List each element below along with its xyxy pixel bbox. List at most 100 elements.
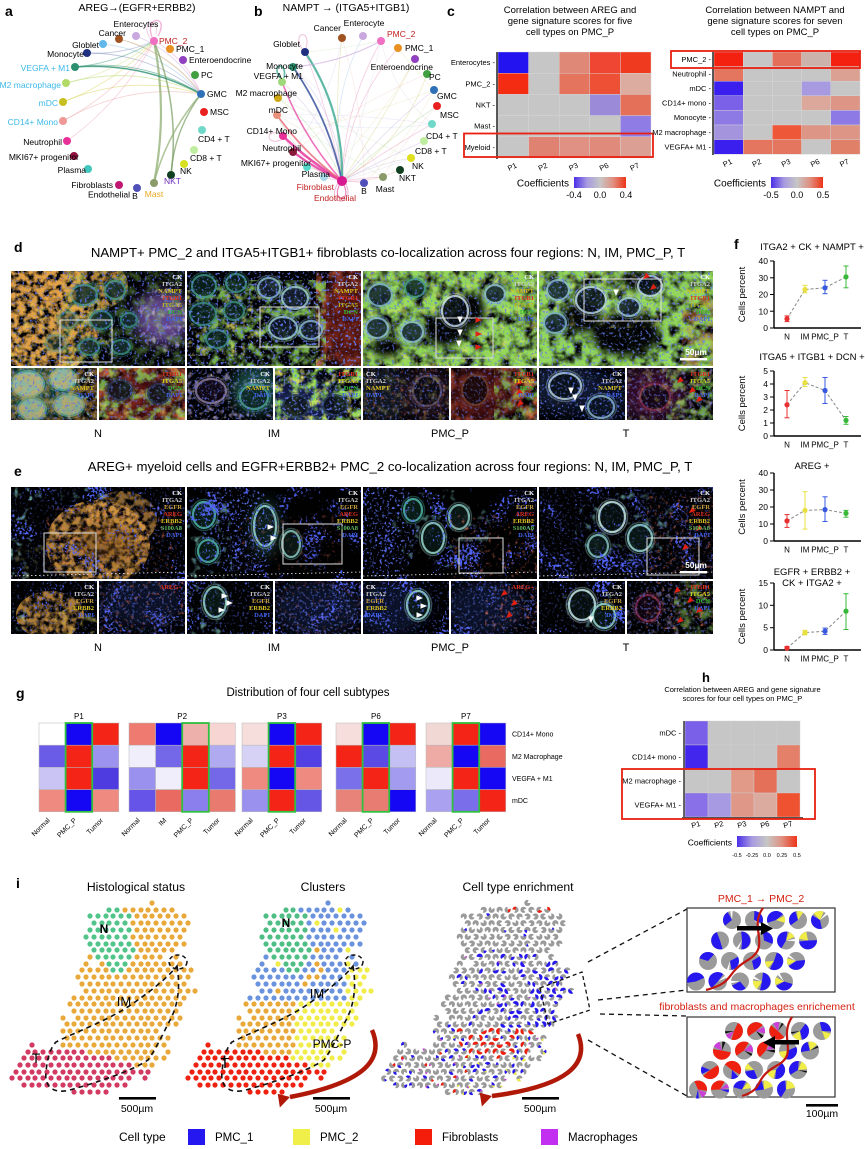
svg-text:IM: IM	[801, 441, 810, 450]
svg-text:N: N	[282, 916, 291, 930]
svg-text:ERBB2: ERBB2	[337, 518, 358, 525]
svg-text:P6: P6	[759, 819, 770, 830]
svg-text:Mast -: Mast -	[474, 122, 495, 131]
svg-text:ERBB2: ERBB2	[689, 518, 710, 525]
svg-text:ITGB1: ITGB1	[690, 371, 710, 378]
svg-text:PMC-P: PMC-P	[313, 1037, 352, 1051]
svg-text:EGFR: EGFR	[164, 504, 182, 511]
svg-text:S100A8: S100A8	[513, 525, 535, 532]
svg-text:AREG+ myeloid cells and EGFR+E: AREG+ myeloid cells and EGFR+ERBB2+ PMC_…	[88, 459, 693, 474]
svg-text:ITGA5: ITGA5	[690, 591, 711, 598]
svg-text:ERBB2: ERBB2	[73, 605, 94, 612]
svg-text:PMC_P: PMC_P	[431, 642, 469, 654]
svg-text:Macrophages: Macrophages	[568, 1132, 638, 1144]
svg-text:DAPI: DAPI	[694, 316, 710, 323]
svg-text:Mast: Mast	[145, 189, 164, 199]
svg-text:3: 3	[763, 392, 768, 402]
svg-text:N: N	[100, 922, 109, 936]
svg-text:DCN: DCN	[168, 309, 182, 316]
svg-text:DAPI: DAPI	[166, 316, 182, 323]
svg-text:b: b	[254, 3, 263, 19]
svg-text:ITGA2: ITGA2	[602, 591, 622, 598]
svg-text:e: e	[14, 463, 22, 479]
svg-text:PMC_2: PMC_2	[159, 36, 188, 46]
svg-text:ITGA2 + CK + NAMPT +: ITGA2 + CK + NAMPT +	[760, 242, 864, 253]
svg-text:ERBB2: ERBB2	[366, 605, 387, 612]
svg-text:N: N	[784, 546, 790, 555]
svg-text:MSC: MSC	[440, 110, 459, 120]
svg-text:Endothelial: Endothelial	[314, 193, 356, 203]
svg-text:M2 macrophage -: M2 macrophage -	[652, 128, 711, 137]
svg-text:ERBB2: ERBB2	[601, 605, 622, 612]
svg-text:ITGA2: ITGA2	[250, 378, 270, 385]
svg-text:1: 1	[763, 418, 768, 428]
svg-text:-0.5: -0.5	[763, 190, 779, 200]
svg-text:ITGB1: ITGB1	[338, 371, 358, 378]
svg-text:T: T	[623, 642, 630, 654]
svg-text:PMC_P: PMC_P	[811, 546, 839, 555]
svg-text:CD14+ mono -: CD14+ mono -	[632, 753, 681, 762]
svg-text:PMC_P: PMC_P	[811, 655, 839, 664]
svg-text:ITGB1: ITGB1	[162, 295, 182, 302]
svg-text:VEGFA+ M1 -: VEGFA+ M1 -	[635, 801, 682, 810]
svg-text:Cell type: Cell type	[119, 1130, 166, 1144]
svg-text:20: 20	[759, 502, 769, 512]
svg-text:DAPI: DAPI	[606, 612, 622, 619]
svg-text:P7: P7	[782, 819, 793, 830]
svg-text:NAMPT: NAMPT	[510, 288, 534, 295]
svg-text:-0.4: -0.4	[566, 190, 582, 200]
svg-text:g: g	[16, 685, 25, 701]
svg-text:PMC_2 -: PMC_2 -	[465, 79, 495, 88]
svg-text:VEGFA + M1: VEGFA + M1	[512, 776, 553, 783]
svg-text:NAMPT: NAMPT	[366, 385, 390, 392]
svg-text:N: N	[94, 642, 102, 654]
svg-text:S100A8: S100A8	[161, 525, 183, 532]
svg-text:DCN: DCN	[168, 385, 182, 392]
svg-text:IM: IM	[268, 642, 280, 654]
svg-text:mDC: mDC	[269, 105, 288, 115]
svg-text:P3: P3	[567, 161, 579, 173]
svg-text:CK: CK	[524, 274, 534, 281]
svg-text:500µm: 500µm	[121, 1103, 154, 1115]
svg-text:CK: CK	[524, 490, 534, 497]
svg-text:ITGA2: ITGA2	[162, 281, 182, 288]
svg-text:AREG: AREG	[163, 511, 182, 518]
svg-text:DAPI: DAPI	[366, 392, 382, 399]
svg-text:ERBB2: ERBB2	[513, 518, 534, 525]
svg-text:DCN: DCN	[696, 309, 710, 316]
svg-text:DAPI: DAPI	[254, 392, 270, 399]
svg-text:M2 macrophage -: M2 macrophage -	[622, 777, 681, 786]
svg-text:Coefficients: Coefficients	[517, 179, 569, 190]
svg-text:NAMPT: NAMPT	[70, 385, 94, 392]
svg-text:EGFR: EGFR	[516, 504, 534, 511]
svg-text:P1: P1	[506, 161, 518, 173]
svg-text:IM: IM	[801, 655, 810, 664]
svg-text:NAMPT: NAMPT	[158, 288, 182, 295]
svg-text:DAPI: DAPI	[166, 532, 182, 539]
svg-text:IM: IM	[117, 994, 131, 1009]
svg-text:P7: P7	[838, 157, 850, 169]
svg-text:CK: CK	[84, 584, 94, 591]
svg-text:NAMPT: NAMPT	[686, 288, 710, 295]
svg-text:T: T	[844, 546, 849, 555]
svg-text:CK: CK	[172, 274, 182, 281]
svg-text:ITGA2: ITGA2	[514, 281, 534, 288]
svg-text:MKI67+ progenitor: MKI67+ progenitor	[9, 152, 79, 162]
svg-text:PMC_1: PMC_1	[215, 1132, 253, 1144]
svg-text:DAPI: DAPI	[78, 612, 94, 619]
svg-text:VEGFA + M1: VEGFA + M1	[21, 63, 71, 73]
svg-text:Cells percent: Cells percent	[737, 588, 748, 644]
svg-text:EGFR: EGFR	[366, 598, 384, 605]
svg-text:DAPI: DAPI	[694, 392, 710, 399]
svg-text:AREG +: AREG +	[794, 461, 830, 472]
svg-text:5: 5	[763, 623, 768, 633]
svg-text:DAPI: DAPI	[342, 316, 358, 323]
svg-text:500µm: 500µm	[315, 1103, 348, 1115]
svg-text:0.5: 0.5	[817, 190, 830, 200]
svg-text:Monocyte -: Monocyte -	[674, 113, 712, 122]
svg-text:0.0: 0.0	[594, 190, 607, 200]
svg-text:DAPI: DAPI	[606, 392, 622, 399]
svg-text:DAPI: DAPI	[694, 605, 710, 612]
svg-text:DAPI: DAPI	[78, 392, 94, 399]
svg-text:IM: IM	[268, 428, 280, 440]
